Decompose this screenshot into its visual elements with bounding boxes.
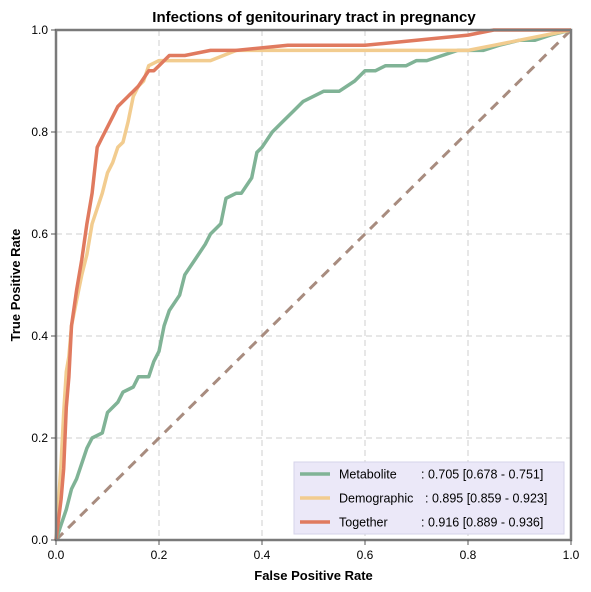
series-layer: [54, 28, 572, 541]
legend-label-demographic: Demographic: [339, 492, 413, 506]
x-axis-label: False Positive Rate: [254, 568, 373, 583]
legend: Metabolite : 0.705 [0.678 - 0.751] Demogra…: [293, 461, 565, 535]
y-axis-label: True Positive Rate: [8, 229, 23, 342]
y-tick-label-3: 0.6: [31, 227, 48, 241]
x-tick-label-1: 0.2: [151, 548, 168, 562]
x-tick-label-3: 0.6: [357, 548, 374, 562]
chart-title: Infections of genitourinary tract in pre…: [152, 9, 476, 26]
legend-box: [293, 461, 565, 535]
legend-value-together: : 0.916 [0.889 - 0.936]: [421, 516, 543, 530]
y-tick-label-1: 0.2: [31, 431, 48, 445]
x-tick-label-2: 0.4: [254, 548, 271, 562]
x-ticks: 0.0 0.2 0.4 0.6 0.8 1.0: [48, 540, 580, 562]
diagonal-layer: [54, 28, 573, 542]
chance-diagonal-line: [54, 28, 573, 542]
series-line-metabolite: [54, 28, 572, 541]
y-tick-label-5: 1.0: [31, 23, 48, 37]
y-tick-label-2: 0.4: [31, 329, 48, 343]
legend-label-metabolite: Metabolite: [339, 468, 397, 482]
x-tick-label-4: 0.8: [460, 548, 477, 562]
legend-value-metabolite: : 0.705 [0.678 - 0.751]: [421, 468, 543, 482]
x-tick-label-0: 0.0: [48, 548, 65, 562]
plot-frame: [54, 28, 573, 542]
y-tick-label-0: 0.0: [31, 533, 48, 547]
y-tick-label-4: 0.8: [31, 125, 48, 139]
series-line-together: [54, 28, 571, 541]
legend-label-together: Together: [339, 516, 388, 530]
y-ticks: 0.0 0.2 0.4 0.6 0.8 1.0: [31, 23, 56, 547]
x-tick-label-5: 1.0: [563, 548, 580, 562]
legend-value-demographic: : 0.895 [0.859 - 0.923]: [425, 492, 547, 506]
